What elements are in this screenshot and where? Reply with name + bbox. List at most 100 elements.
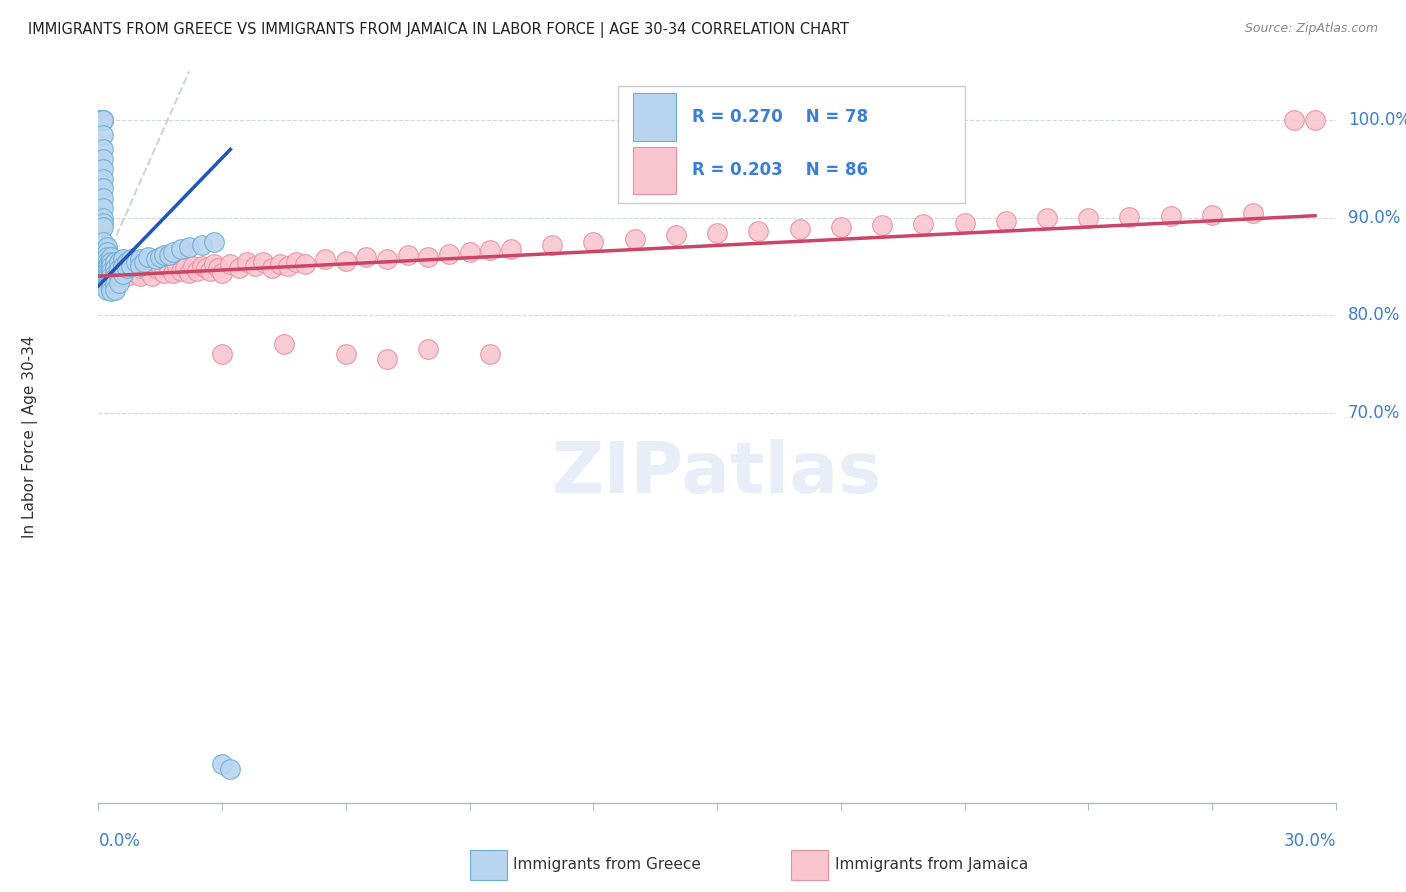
Point: [356, 250, 378, 264]
Point: [194, 261, 217, 276]
Point: [132, 257, 155, 271]
Point: [100, 274, 122, 288]
Point: [100, 269, 122, 284]
Point: [96, 277, 118, 291]
Point: [953, 215, 976, 229]
Point: [104, 271, 127, 285]
Point: [91, 191, 114, 205]
Point: [623, 232, 645, 246]
Point: [260, 261, 283, 276]
Point: [149, 250, 172, 264]
Point: [91, 142, 114, 156]
Point: [100, 279, 122, 293]
Text: IMMIGRANTS FROM GREECE VS IMMIGRANTS FROM JAMAICA IN LABOR FORCE | AGE 30-34 COR: IMMIGRANTS FROM GREECE VS IMMIGRANTS FRO…: [28, 22, 849, 38]
Point: [211, 347, 233, 361]
Point: [747, 224, 769, 238]
Point: [499, 242, 522, 256]
Point: [1284, 113, 1306, 128]
Point: [136, 250, 159, 264]
Point: [219, 257, 242, 271]
Point: [207, 261, 229, 276]
Bar: [792, 850, 828, 880]
Point: [541, 238, 564, 252]
Point: [96, 261, 118, 276]
Point: [91, 211, 114, 225]
Point: [314, 252, 336, 266]
Point: [96, 240, 118, 254]
Point: [104, 277, 127, 291]
Point: [458, 244, 481, 259]
Bar: [470, 850, 506, 880]
Point: [91, 128, 114, 142]
Point: [1036, 211, 1059, 225]
Text: R = 0.270    N = 78: R = 0.270 N = 78: [692, 108, 869, 126]
Point: [830, 220, 852, 235]
Point: [117, 261, 139, 276]
Point: [108, 271, 131, 285]
Point: [96, 254, 118, 268]
Point: [124, 254, 146, 268]
Point: [96, 266, 118, 280]
Point: [252, 254, 274, 268]
Point: [128, 261, 150, 276]
Point: [120, 257, 142, 271]
Point: [141, 269, 163, 284]
Point: [211, 756, 233, 771]
Point: [112, 267, 135, 281]
Point: [136, 264, 159, 278]
Point: [273, 337, 295, 351]
Point: [100, 284, 122, 298]
Point: [124, 266, 146, 280]
Point: [789, 222, 811, 236]
Point: [96, 244, 118, 259]
Point: [243, 260, 266, 274]
Point: [153, 248, 176, 262]
Point: [128, 252, 150, 266]
Point: [100, 260, 122, 274]
Point: [120, 252, 142, 266]
Point: [96, 254, 118, 268]
Point: [100, 269, 122, 284]
Point: [112, 269, 135, 284]
Point: [269, 257, 291, 271]
Point: [100, 274, 122, 288]
Point: [479, 347, 502, 361]
Point: [96, 283, 118, 297]
Point: [96, 260, 118, 274]
Point: [170, 242, 193, 256]
Point: [108, 262, 131, 277]
Point: [100, 254, 122, 268]
Point: [375, 252, 398, 266]
Point: [117, 260, 139, 274]
Point: [179, 240, 201, 254]
Point: [104, 267, 127, 281]
Point: [117, 269, 139, 284]
Bar: [619, 86, 965, 203]
Point: [706, 226, 728, 240]
Point: [91, 113, 114, 128]
Point: [87, 113, 110, 128]
Text: 80.0%: 80.0%: [1348, 306, 1400, 324]
Point: [145, 261, 167, 276]
Point: [190, 238, 212, 252]
Point: [166, 260, 188, 274]
Bar: [633, 146, 676, 194]
Point: [157, 261, 180, 276]
Point: [1118, 210, 1140, 224]
Point: [162, 266, 184, 280]
Point: [211, 266, 233, 280]
Point: [179, 266, 201, 280]
Point: [236, 254, 259, 268]
Point: [277, 260, 299, 274]
Text: ZIPatlas: ZIPatlas: [553, 439, 882, 508]
Text: Immigrants from Greece: Immigrants from Greece: [513, 857, 700, 872]
Point: [91, 235, 114, 249]
Text: Source: ZipAtlas.com: Source: ZipAtlas.com: [1244, 22, 1378, 36]
Point: [375, 352, 398, 367]
Point: [87, 113, 110, 128]
Point: [108, 254, 131, 268]
Point: [335, 253, 357, 268]
Bar: [633, 94, 676, 141]
Point: [437, 246, 460, 260]
Point: [120, 261, 142, 276]
